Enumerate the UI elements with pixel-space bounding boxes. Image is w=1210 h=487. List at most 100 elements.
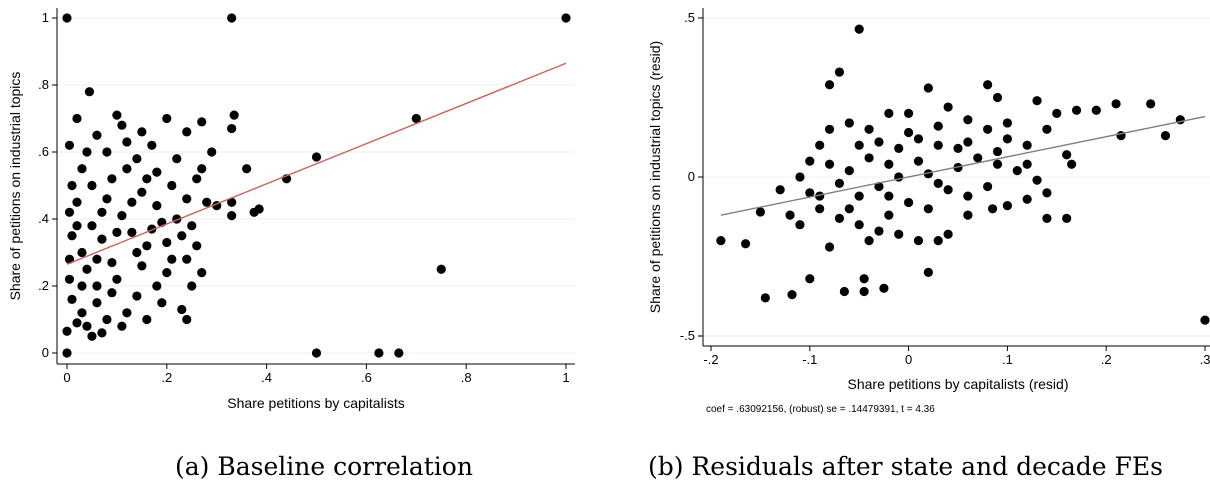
chart-b-data-point	[815, 140, 825, 150]
chart-b-data-point	[864, 124, 874, 134]
chart-a-data-point	[72, 197, 82, 207]
chart-b-data-point	[992, 146, 1003, 157]
chart-b-data-point	[963, 191, 973, 201]
chart-b-data-point	[1032, 96, 1042, 106]
chart-a-data-point	[157, 298, 167, 308]
chart-b-data-point	[992, 92, 1003, 103]
chart-a-data-point	[102, 194, 112, 204]
chart-a-data-point	[97, 207, 107, 217]
chart-a-data-point	[62, 326, 72, 336]
chart-a-data-point	[82, 147, 92, 157]
chart-a-y-tick-label: 1	[42, 10, 49, 25]
chart-b-data-point	[805, 156, 815, 166]
chart-b-data-point	[874, 226, 884, 236]
chart-b-data-point	[1002, 134, 1013, 144]
chart-a-data-point	[152, 281, 162, 291]
chart-b-data-point	[992, 159, 1003, 169]
chart-b-data-point	[1175, 115, 1185, 125]
chart-a-data-point	[67, 180, 77, 191]
chart-b-data-point	[884, 108, 894, 118]
chart-a-data-point	[97, 234, 107, 244]
chart-a-data-point	[254, 204, 264, 214]
chart-a-data-point	[137, 187, 147, 197]
chart-b-data-point	[1012, 166, 1022, 176]
chart-a-data-point	[122, 164, 132, 174]
chart-a-data-point	[227, 13, 237, 23]
chart-b-data-point	[1160, 131, 1171, 141]
chart-b-data-point	[859, 274, 869, 284]
chart-a-data-point	[127, 197, 137, 207]
chart-b-data-point	[785, 210, 795, 220]
chart-b-data-point	[963, 137, 973, 147]
chart-a-data-point	[92, 254, 102, 264]
chart-b-data-point	[904, 197, 914, 208]
chart-b-data-point	[854, 191, 864, 201]
chart-b-data-point	[904, 108, 914, 118]
chart-b-data-point	[1002, 201, 1013, 211]
chart-b-data-point	[854, 220, 864, 230]
chart-a-x-tick-label: 1	[562, 370, 569, 385]
chart-b-residuals: -.5 0 .5 -.2 -.1 0 .1 .2 .3 Share petitions by ca…	[647, 8, 1210, 415]
chart-b-data-point	[824, 159, 835, 169]
chart-a-data-point	[77, 247, 87, 258]
chart-b-data-point	[1022, 140, 1032, 150]
chart-b-x-axis-label: Share petitions by capitalists (resid)	[848, 376, 1069, 392]
chart-b-data-point	[1032, 175, 1042, 185]
chart-b-data-point	[904, 127, 914, 138]
chart-b-data-point	[913, 156, 924, 166]
chart-b-data-point	[805, 188, 815, 198]
chart-a-y-tick-label: .4	[38, 211, 49, 226]
chart-b-data-point	[824, 124, 835, 134]
chart-a-data-point	[92, 281, 102, 291]
chart-b-data-point	[834, 67, 845, 77]
chart-a-data-point	[227, 123, 237, 134]
chart-a-fit-line	[66, 62, 567, 265]
chart-b-data-point	[1042, 188, 1052, 198]
chart-a-data-point	[227, 197, 237, 207]
chart-b-data-point	[1022, 159, 1032, 169]
chart-a-baseline-correlation: 0 .2 .4 .6 .8 1 0 .2 .4 .6 .8 1 Share petitions by c…	[7, 8, 575, 411]
chart-b-data-point	[963, 210, 973, 220]
chart-a-data-point	[127, 227, 137, 237]
chart-b-data-point	[787, 290, 797, 300]
chart-a-data-point	[311, 152, 322, 162]
chart-b-data-point	[854, 24, 864, 34]
chart-a-data-point	[207, 147, 217, 157]
chart-a-data-point	[561, 13, 571, 23]
chart-a-x-tick-label: .6	[361, 370, 372, 385]
chart-b-x-tick-label: -.1	[802, 352, 817, 367]
chart-b-x-tick-label: .2	[1101, 352, 1112, 367]
chart-a-data-point	[142, 314, 152, 325]
chart-a-data-point	[72, 221, 82, 231]
chart-a-data-point	[117, 211, 127, 221]
chart-a-data-point	[64, 274, 75, 284]
chart-a-x-tick-label: .2	[161, 370, 172, 385]
chart-a-data-point	[411, 113, 421, 124]
chart-a-data-point	[132, 291, 142, 301]
chart-a-data-point	[162, 113, 172, 124]
chart-a-data-point	[122, 137, 132, 147]
chart-b-data-point	[775, 185, 785, 195]
chart-b-data-point	[834, 178, 845, 188]
chart-a-data-point	[67, 294, 77, 304]
chart-b-data-point	[943, 102, 953, 112]
chart-b-data-point	[1042, 213, 1052, 223]
chart-a-data-point	[77, 281, 87, 291]
chart-a-data-point	[192, 241, 202, 251]
chart-b-data-point	[1091, 105, 1101, 115]
chart-b-x-tick-label: -.2	[703, 352, 718, 367]
chart-b-data-point	[815, 204, 825, 214]
chart-b-data-point	[834, 213, 845, 223]
chart-b-data-point	[844, 166, 854, 176]
chart-a-x-axis-label: Share petitions by capitalists	[227, 395, 404, 411]
chart-b-data-point	[923, 169, 933, 179]
chart-b-data-point	[1062, 150, 1072, 160]
chart-b-data-point	[1071, 105, 1082, 115]
chart-a-data-point	[132, 247, 142, 258]
chart-a-data-point	[167, 180, 177, 191]
chart-b-data-point	[1022, 194, 1032, 204]
chart-a-data-point	[197, 164, 207, 174]
chart-a-x-tick-label: .8	[461, 370, 472, 385]
chart-a-data-point	[112, 227, 122, 237]
chart-a-data-point	[162, 237, 172, 248]
